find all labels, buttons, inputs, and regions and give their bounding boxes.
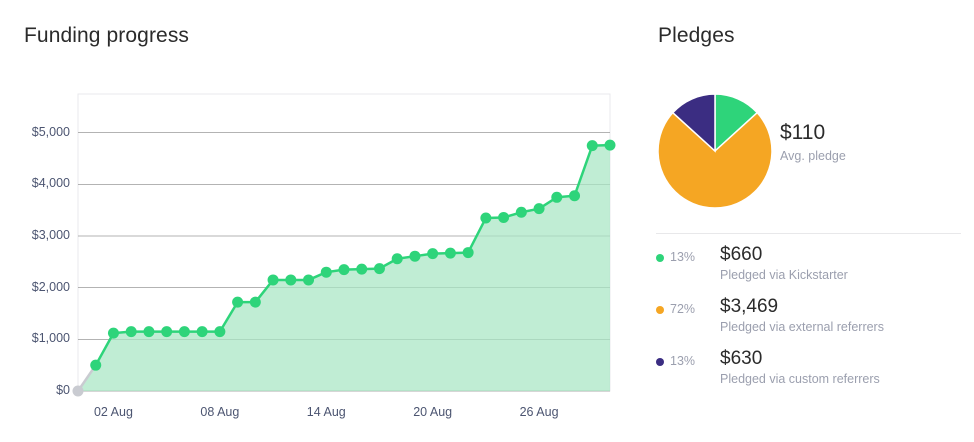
legend-description: Pledged via external referrers [720,320,884,334]
funding-area-chart-svg [72,93,616,397]
avg-pledge-value: $110 [780,121,826,144]
legend-percentage: 13% [670,250,696,264]
funding-progress-panel: Funding progress $0 $1,000 $2,000 $3,000 $4,… [0,24,640,442]
section-divider [656,233,961,234]
x-axis-tick: 14 Aug [306,405,346,419]
legend-amount: $3,469 [720,296,779,317]
legend-body: $660 Pledged via Kickstarter [720,243,848,282]
legend-row[interactable]: 72% $3,469 Pledged via external referrers [640,295,974,347]
pie-slice [671,93,716,153]
legend-percentage: 72% [670,302,696,316]
pledges-pie-area: $110 Avg. pledge [640,92,974,212]
legend-body: $3,469 Pledged via external referrers [720,295,884,334]
pledges-legend: 13% $660 Pledged via Kickstarter 72% $3,469 P… [640,243,974,399]
avg-pledge-caption: Avg. pledge [780,149,846,163]
pie-slice [657,111,773,209]
y-axis-tick: $4,000 [31,176,70,191]
y-axis-tick: $2,000 [31,279,70,294]
legend-color-dot-icon [656,306,664,314]
pledges-title: Pledges [658,24,735,47]
x-axis-tick: 02 Aug [93,405,133,419]
legend-row[interactable]: 13% $630 Pledged via custom referrers [640,347,974,399]
legend-color-dot-icon [656,358,664,366]
y-axis-tick: $0 [56,383,70,397]
x-axis-tick: 08 Aug [200,405,240,419]
legend-description: Pledged via Kickstarter [720,268,848,282]
pledges-pie-chart [657,93,773,209]
funding-progress-chart: $0 $1,000 $2,000 $3,000 $4,000 $5,000 02 Aug 0… [0,80,640,442]
x-axis-tick: 26 Aug [519,405,559,419]
legend-amount: $630 [720,348,763,369]
x-axis-tick: 20 Aug [413,405,453,419]
legend-description: Pledged via custom referrers [720,372,880,386]
y-axis-tick: $5,000 [31,124,70,139]
legend-body: $630 Pledged via custom referrers [720,347,880,386]
legend-row[interactable]: 13% $660 Pledged via Kickstarter [640,243,974,295]
legend-percentage: 13% [670,354,696,368]
pledges-panel: Pledges $110 Avg. pledge 13% $660 Pledged … [640,0,974,442]
legend-amount: $660 [720,244,763,265]
avg-pledge-stat: $110 Avg. pledge [780,120,846,163]
y-axis-tick: $3,000 [31,228,70,243]
page-title: Funding progress [24,24,190,47]
y-axis-tick: $1,000 [31,331,70,346]
legend-color-dot-icon [656,254,664,262]
